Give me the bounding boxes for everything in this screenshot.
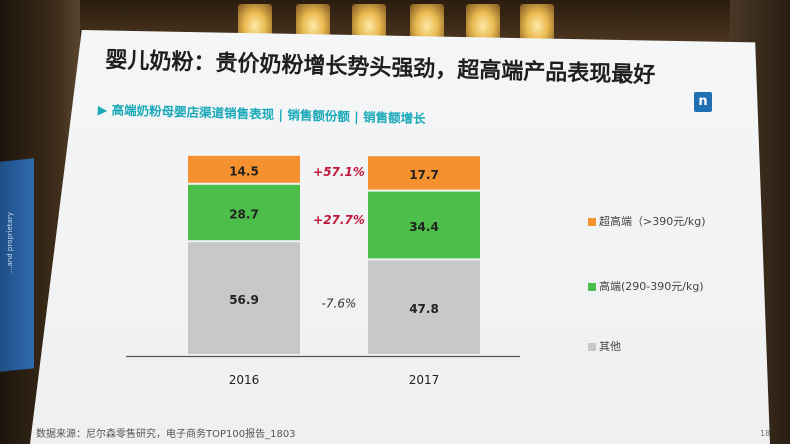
legend-label: 高端(290-390元/kg)	[599, 280, 704, 293]
legend-label: 其他	[599, 340, 621, 353]
bar-segment	[188, 155, 300, 183]
brand-logo: n	[694, 92, 712, 112]
legend-swatch-green	[588, 283, 596, 291]
legend-item-super-premium: 超高端（>390元/kg)	[588, 213, 706, 229]
data-label: 14.5	[229, 164, 259, 178]
data-label: 47.8	[409, 302, 439, 316]
growth-label: -7.6%	[322, 297, 357, 311]
legend-label: 超高端（>390元/kg)	[599, 215, 706, 228]
page-number: 18	[760, 429, 771, 438]
x-tick-label: 2017	[409, 373, 440, 387]
bar-segment	[368, 260, 480, 354]
legend-swatch-orange	[588, 218, 596, 226]
source-footnote: 数据来源：尼尔森零售研究，电子商务TOP100报告_1803	[36, 429, 296, 440]
x-tick-label: 2016	[229, 373, 260, 387]
bar-segment	[188, 242, 300, 354]
growth-label: +27.7%	[313, 213, 365, 227]
legend-item-premium: 高端(290-390元/kg)	[588, 278, 704, 294]
growth-label: +57.1%	[313, 165, 365, 179]
legend-swatch-gray	[588, 343, 596, 351]
data-label: 34.4	[409, 220, 439, 234]
data-label: 28.7	[229, 208, 259, 222]
legend-item-other: 其他	[588, 338, 621, 354]
bar-segment	[368, 156, 480, 190]
data-label: 56.9	[229, 293, 259, 307]
bar-segment	[188, 184, 300, 241]
bar-segment	[368, 191, 480, 259]
data-label: 17.7	[409, 168, 439, 182]
